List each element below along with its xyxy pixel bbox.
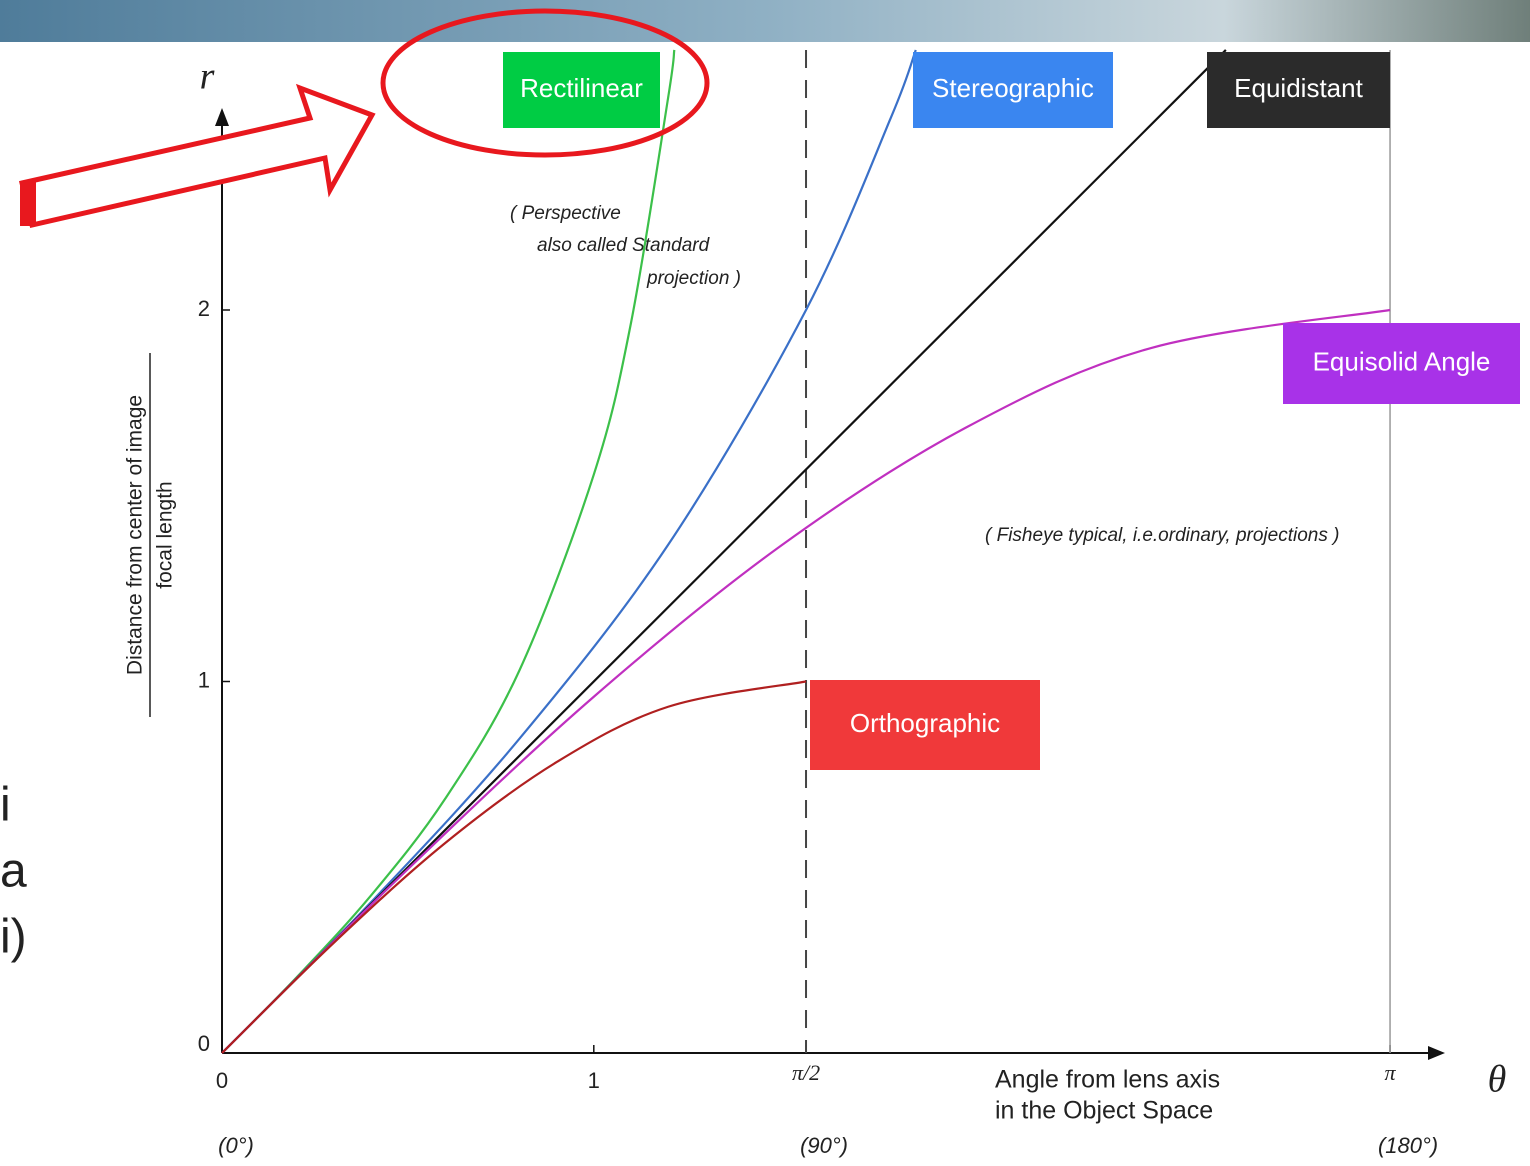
x-tick-sublabel: (0°) [218,1133,254,1158]
header-photo [0,0,1530,42]
series-line [221,680,807,1054]
y-label: Distance from center of image focal lengt… [124,353,177,717]
arrow-tail [20,182,36,226]
y-tick-label: 0 [198,1031,210,1056]
side-text: i [0,779,11,832]
x-tick-label: 0 [216,1068,228,1093]
annotation: ( Perspective [510,203,621,224]
annotation: ( Fisheye typical, i.e.ordinary, project… [985,525,1339,546]
legend-label: Stereographic [932,73,1094,103]
x-tick-label: π/2 [792,1060,820,1085]
legend-box [1207,52,1390,128]
series-line [221,49,676,1054]
x-tick-sublabel: (90°) [800,1133,848,1158]
series-line [221,308,1391,1054]
side-text: a [0,845,27,898]
x-axis-arrow [1428,1046,1445,1060]
annotation: projection ) [646,268,741,289]
x-label: Angle from lens axis [995,1066,1220,1094]
x-tick-label: π [1385,1060,1397,1085]
legend-box [1283,323,1520,404]
side-text: i) [0,911,27,964]
y-label-numerator: Distance from center of image [124,395,147,675]
annotation: also called Standard [537,235,711,256]
y-axis-symbol: r [200,56,215,98]
y-tick-label: 2 [198,296,210,321]
highlight-arrow [18,83,376,228]
x-label: in the Object Space [995,1097,1213,1125]
legend-label: Rectilinear [520,73,643,103]
x-tick-sublabel: (180°) [1378,1133,1438,1158]
legend-box [913,52,1113,128]
y-axis-arrow [215,108,229,126]
highlight-ellipse [380,8,710,158]
series-line [221,49,917,1054]
x-tick-label: 1 [588,1068,600,1093]
y-label-denominator: focal length [154,481,177,588]
legend-box [810,680,1040,770]
legend-label: Equidistant [1234,73,1363,103]
x-axis-symbol: θ [1488,1059,1507,1101]
legend-box [503,52,660,128]
plot: r θ 0 1 π/2 π (0°) (90°) (180°) 0 1 2 Distance from … [0,49,1520,1158]
legend-label: Equisolid Angle [1313,346,1491,376]
legend-label: Orthographic [850,708,1000,738]
y-tick-label: 1 [198,667,210,692]
